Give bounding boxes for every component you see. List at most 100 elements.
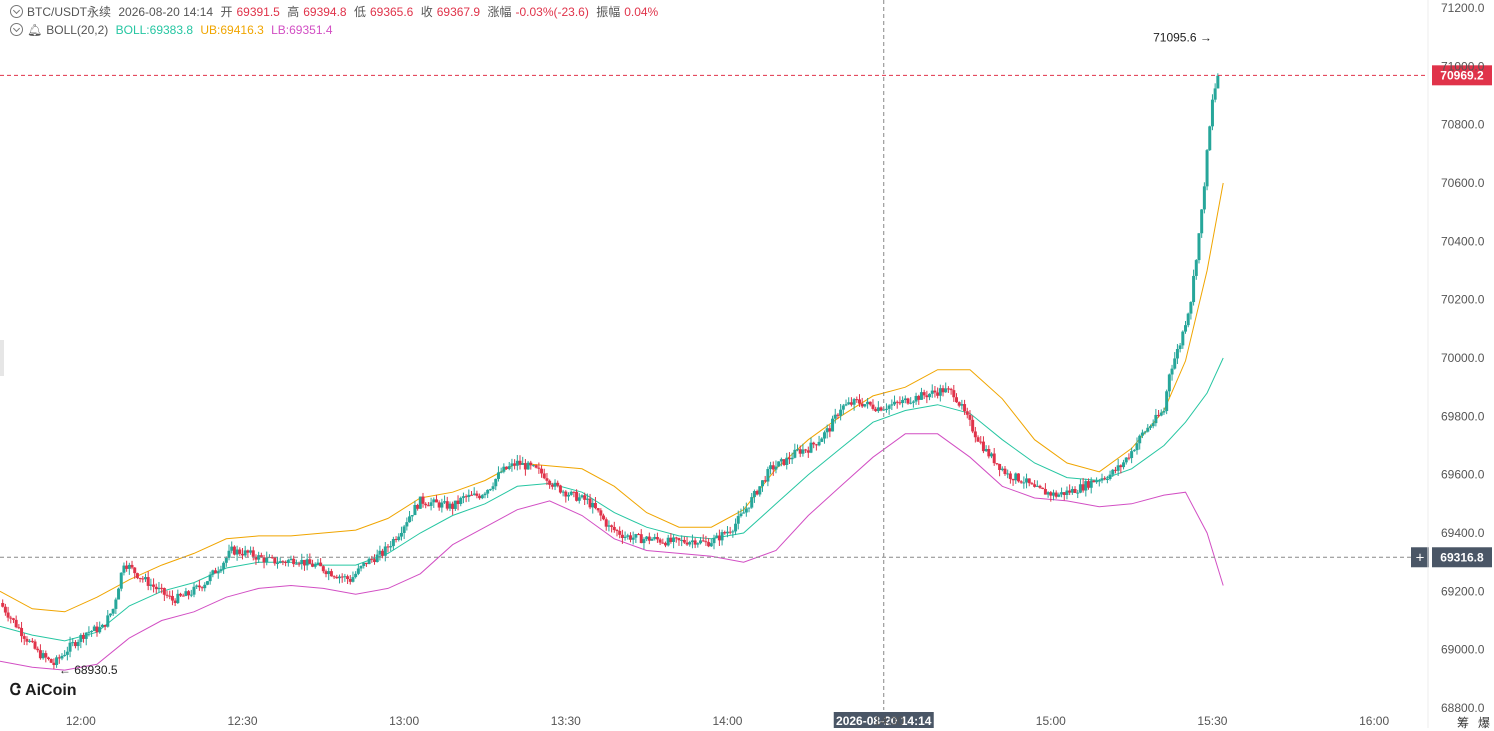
candle-body — [154, 586, 158, 590]
candle-body — [637, 534, 641, 536]
change-value: -0.03%(-23.6) — [515, 5, 589, 19]
candle-body — [1194, 260, 1198, 276]
candle-body — [580, 495, 584, 498]
candle-body — [1124, 457, 1128, 463]
candle-body — [189, 594, 193, 596]
candle-body — [321, 566, 325, 572]
candle-body — [165, 594, 169, 596]
candle-body — [841, 405, 845, 410]
candle-body — [782, 459, 786, 466]
candle-body — [596, 508, 600, 511]
candle-body — [558, 485, 562, 493]
candle-body — [567, 494, 571, 497]
boll-name[interactable]: BOLL(20,2) — [46, 23, 109, 37]
candle-body — [647, 536, 651, 541]
price-tick-label: 71000.0 — [1441, 59, 1485, 73]
candle-body — [548, 480, 552, 485]
candle-body — [760, 480, 764, 487]
candle-body — [410, 515, 414, 517]
candle-body — [1184, 325, 1188, 332]
candle-body — [1200, 209, 1204, 234]
candle-body — [1113, 469, 1117, 471]
candle-body — [696, 543, 700, 545]
candle-body — [1043, 488, 1047, 495]
candle-body — [1205, 150, 1209, 187]
candle-body — [680, 539, 684, 541]
candle-body — [1000, 468, 1004, 470]
candle-body — [564, 491, 568, 497]
candle-body — [502, 466, 506, 472]
side-panel-handle[interactable] — [0, 340, 4, 376]
price-axis[interactable]: 71200.0 71000.0 70800.0 70600.0 70400.0 70200… — [1427, 0, 1485, 728]
candle-body — [235, 549, 239, 555]
candle-body — [224, 557, 228, 563]
candle-body — [766, 469, 770, 482]
candle-body — [461, 496, 465, 498]
candle-body — [758, 486, 762, 495]
candle-body — [1122, 462, 1126, 468]
candle-body — [359, 566, 363, 569]
candle-body — [1019, 481, 1023, 483]
candle-body — [790, 457, 794, 460]
candle-body — [1186, 313, 1190, 326]
candle-body — [634, 534, 638, 538]
boll-upper-line — [0, 182, 1224, 613]
alarm-bell-icon[interactable]: 🔔︎ — [27, 23, 43, 37]
last-price-tag — [1432, 65, 1492, 86]
price-tick-label: 70400.0 — [1441, 234, 1485, 248]
candle-body — [809, 442, 813, 453]
candle-body — [518, 460, 522, 465]
candle-body — [486, 489, 490, 494]
candle-body — [265, 557, 269, 563]
candle-body — [820, 438, 824, 442]
candle-body — [610, 525, 614, 527]
collapse-chevron-icon[interactable] — [10, 23, 23, 36]
candle-body — [292, 558, 296, 565]
candle-body — [222, 562, 226, 570]
boll-lb-value: LB:69351.4 — [271, 23, 333, 37]
candle-body — [79, 634, 83, 642]
candle-body — [801, 449, 805, 454]
candle-body — [712, 537, 716, 544]
candle-body — [521, 463, 525, 465]
candle-body — [550, 484, 554, 487]
time-axis[interactable]: 12:00 12:30 13:00 13:30 14:00 14:30 15:00 15:30… — [66, 714, 1390, 728]
candle-body — [725, 531, 729, 534]
candle-body — [537, 467, 541, 469]
candle-body — [297, 563, 301, 565]
candle-body — [117, 588, 121, 600]
candle-body — [300, 559, 304, 564]
candle-body — [219, 569, 223, 572]
candle-body — [615, 530, 619, 532]
candle-body — [1057, 494, 1061, 497]
candle-body — [928, 393, 932, 398]
candle-body — [1078, 484, 1082, 493]
open-value: 69391.5 — [236, 5, 280, 19]
candle-body — [308, 559, 312, 564]
candle-body — [690, 540, 694, 543]
candle-body — [391, 539, 395, 547]
candle-body — [6, 612, 10, 618]
candle-body — [1192, 275, 1196, 303]
candle-body — [192, 586, 196, 595]
candle-body — [200, 587, 204, 589]
candle-body — [76, 641, 80, 647]
collapse-chevron-icon[interactable] — [10, 5, 23, 18]
chip-distribution-button[interactable]: 筹 — [1457, 716, 1470, 730]
liquidation-button[interactable]: 爆 — [1478, 716, 1491, 730]
candle-body — [529, 462, 533, 466]
candle-body — [957, 402, 961, 406]
candle-body — [95, 626, 99, 633]
boll-legend: 🔔︎ BOLL(20,2) BOLL:69383.8 UB:69416.3 LB:… — [10, 22, 337, 38]
candle-body — [995, 463, 999, 465]
candle-body — [1116, 465, 1120, 471]
candle-body — [847, 402, 851, 405]
candle-body — [863, 404, 867, 407]
candle-body — [992, 453, 996, 464]
candle-body — [1210, 99, 1214, 127]
candle-body — [688, 542, 692, 545]
candle-body — [990, 453, 994, 457]
candle-body — [814, 444, 818, 446]
candle-body — [806, 450, 810, 453]
